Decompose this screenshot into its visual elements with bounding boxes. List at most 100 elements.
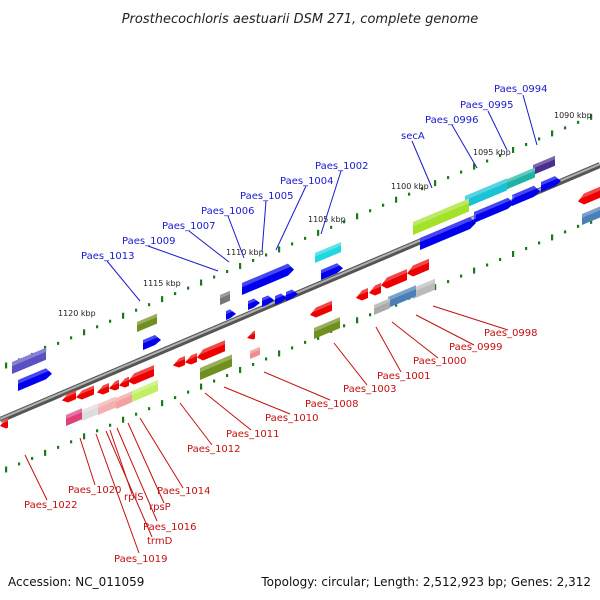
gene-label-paes-1001[interactable]: Paes_1001 [377, 371, 431, 382]
scale-tick [161, 400, 164, 407]
gene-reverse[interactable] [109, 379, 119, 391]
gene-paes-1013[interactable] [137, 313, 157, 332]
gene-paes-1008[interactable] [247, 330, 255, 340]
scale-tick [538, 137, 541, 141]
scale-tick [148, 303, 151, 307]
gene-label-paes-1006[interactable]: Paes_1006 [201, 206, 255, 217]
gene-label-paes-1005[interactable]: Paes_1005 [240, 191, 294, 202]
gene-label-paes-1022[interactable]: Paes_1022 [24, 500, 78, 511]
gene-paes-1014[interactable] [128, 365, 154, 385]
gene-paes-1005[interactable] [242, 261, 294, 295]
gene-rpsp[interactable] [132, 380, 158, 402]
scale-tick [434, 180, 437, 187]
gene-paes-1019[interactable] [82, 403, 98, 421]
gene-paes-1002[interactable] [315, 242, 341, 263]
gene-reverse[interactable] [381, 269, 407, 289]
gene-paes-1003[interactable] [310, 300, 332, 318]
gene-label-rpls[interactable]: rplS [124, 492, 144, 503]
gene-paes-0994[interactable] [533, 155, 555, 175]
gene-label-seca[interactable]: secA [401, 131, 425, 142]
gene-forward[interactable] [262, 292, 274, 307]
gene-forward[interactable] [275, 290, 287, 305]
gene-label-paes-1011[interactable]: Paes_1011 [226, 429, 280, 440]
gene-reverse[interactable] [76, 385, 94, 400]
map-title: Prosthecochloris aestuarii DSM 271, comp… [122, 12, 479, 27]
gene-reverse[interactable] [250, 346, 260, 359]
gene-reverse[interactable] [314, 317, 340, 339]
scale-tick [512, 250, 515, 257]
gene-paes-1022[interactable] [0, 417, 8, 429]
scale-tick [122, 312, 125, 319]
gene-paes-0998[interactable] [413, 278, 435, 299]
gene-paes-1009[interactable] [220, 290, 230, 305]
gene-label-paes-1009[interactable]: Paes_1009 [122, 236, 176, 247]
gene-forward[interactable] [512, 183, 540, 206]
gene-paes-1011[interactable] [200, 354, 232, 380]
gene-reverse[interactable] [369, 282, 381, 296]
gene-reverse[interactable] [62, 390, 76, 403]
gene-label-paes-1002[interactable]: Paes_1002 [315, 161, 369, 172]
scale-tick [304, 236, 307, 240]
top-gene-labels: Paes_0994 Paes_0995 Paes_0996 secA Paes_… [81, 84, 548, 262]
gene-paes-0995[interactable] [503, 167, 535, 191]
gene-label-paes-0996[interactable]: Paes_0996 [425, 115, 479, 126]
gene-label-paes-1000[interactable]: Paes_1000 [413, 356, 467, 367]
scale-tick [369, 209, 372, 213]
gene-label-paes-0994[interactable]: Paes_0994 [494, 84, 548, 95]
gene-label-paes-0999[interactable]: Paes_0999 [449, 342, 503, 353]
gene-label-paes-1007[interactable]: Paes_1007 [162, 221, 216, 232]
gene-forward[interactable] [248, 295, 260, 310]
gene-reverse[interactable] [173, 355, 185, 368]
kbp-marker: 1120 kbp [58, 309, 96, 318]
scale-tick [135, 412, 138, 416]
gene-label-paes-1010[interactable]: Paes_1010 [265, 413, 319, 424]
gene-forward[interactable] [143, 332, 161, 350]
scale-tick [135, 308, 138, 312]
gene-reverse[interactable] [119, 376, 129, 388]
scale-tick [70, 440, 73, 444]
kbp-marker: 1115 kbp [143, 279, 181, 288]
scale-tick [83, 433, 86, 440]
scale-tick [486, 159, 489, 163]
gene-reverse[interactable] [356, 287, 368, 301]
gene-label-paes-1019[interactable]: Paes_1019 [114, 554, 168, 565]
gene-label-paes-0995[interactable]: Paes_0995 [460, 100, 514, 111]
gene-forward[interactable] [226, 306, 236, 320]
gene-paes-1010[interactable] [197, 340, 225, 361]
gene-forward[interactable] [12, 347, 46, 374]
scale-tick [174, 396, 177, 400]
gene-label-paes-1016[interactable]: Paes_1016 [143, 522, 197, 533]
gene-reverse[interactable] [407, 258, 429, 277]
gene-reverse[interactable] [185, 352, 197, 365]
gene-forward[interactable] [582, 206, 600, 225]
gene-paes-1000[interactable] [374, 298, 390, 315]
gene-label-paes-1004[interactable]: Paes_1004 [280, 176, 334, 187]
gene-forward[interactable] [321, 260, 343, 280]
gene-label-paes-1020[interactable]: Paes_1020 [68, 485, 122, 496]
gene-reverse[interactable] [578, 186, 600, 205]
gene-trmd[interactable] [98, 396, 116, 415]
scale-tick [265, 357, 268, 361]
gene-forward[interactable] [541, 173, 561, 192]
gene-forward[interactable] [286, 286, 298, 301]
gene-label-paes-1008[interactable]: Paes_1008 [305, 399, 359, 410]
gene-paes-0996[interactable] [465, 178, 507, 208]
gene-forward[interactable] [474, 195, 514, 223]
gene-seca[interactable] [413, 198, 469, 235]
gene-label-paes-1013[interactable]: Paes_1013 [81, 251, 135, 262]
gene-paes-1020[interactable] [66, 408, 82, 426]
gene-label-paes-0998[interactable]: Paes_0998 [484, 328, 538, 339]
scale-tick [252, 258, 255, 262]
gene-paes-0999[interactable] [388, 285, 416, 308]
scale-tick [226, 270, 229, 274]
gene-label-paes-1014[interactable]: Paes_1014 [157, 486, 211, 497]
gene-forward[interactable] [420, 214, 476, 250]
gene-label-paes-1012[interactable]: Paes_1012 [187, 444, 241, 455]
gene-forward[interactable] [18, 365, 52, 391]
gene-label-trmd[interactable]: trmD [147, 536, 173, 547]
gene-reverse[interactable] [97, 382, 109, 395]
gene-paes-1016[interactable] [116, 391, 132, 409]
gene-label-rpsp[interactable]: rpsP [149, 502, 171, 513]
scale-tick [577, 120, 580, 124]
gene-label-paes-1003[interactable]: Paes_1003 [343, 384, 397, 395]
